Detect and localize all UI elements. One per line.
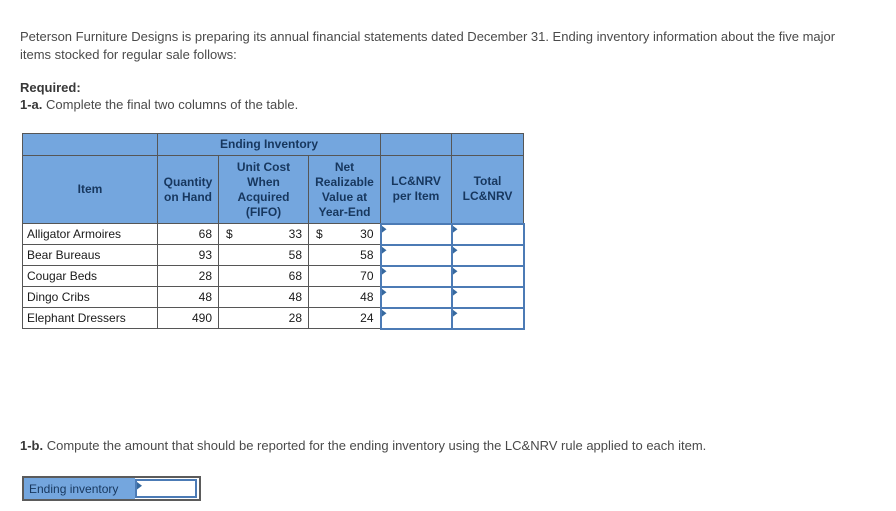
required-heading: Required:: [20, 80, 81, 95]
ending-inventory-input[interactable]: [135, 479, 197, 498]
ending-inventory-label: Ending inventory: [24, 478, 135, 499]
unit-cost-cell: 58: [218, 244, 309, 266]
dollar-sign: $: [226, 227, 233, 241]
item-name-cell: Dingo Cribs: [22, 286, 158, 308]
unit-cost-value: 28: [288, 311, 302, 325]
quantity-cell: 48: [157, 286, 219, 308]
total-lcnrv-input[interactable]: [450, 306, 525, 330]
blank-header-total: [451, 133, 524, 156]
quantity-column-header: Quantity on Hand: [157, 155, 219, 224]
lcnrv-per-item-input[interactable]: [379, 264, 453, 288]
unit-cost-cell: 28: [218, 307, 309, 329]
item-name-cell: Cougar Beds: [22, 265, 158, 287]
item-name-cell: Alligator Armoires: [22, 223, 158, 245]
blank-header-lcnrv: [380, 133, 452, 156]
lcnrv-per-item-input[interactable]: [379, 222, 453, 246]
nrv-value: 58: [360, 248, 374, 262]
table-row: Cougar Beds 28 68 70: [22, 264, 525, 288]
unit-cost-cell: $33: [218, 223, 309, 245]
intro-paragraph: Peterson Furniture Designs is preparing …: [20, 29, 836, 62]
total-lcnrv-input[interactable]: [450, 222, 525, 246]
ending-inventory-merged-header: Ending Inventory: [157, 133, 381, 156]
inventory-table: Ending Inventory Item Quantity on Hand U…: [22, 133, 525, 330]
task-1a-prefix: 1-a.: [20, 97, 43, 112]
quantity-cell: 93: [157, 244, 219, 266]
nrv-cell: 24: [308, 307, 381, 329]
dollar-sign: $: [316, 227, 323, 241]
quantity-cell: 490: [157, 307, 219, 329]
quantity-cell: 68: [157, 223, 219, 245]
nrv-cell: $30: [308, 223, 381, 245]
table-row: Bear Bureaus 93 58 58: [22, 243, 525, 267]
blank-header-item: [22, 133, 158, 156]
lcnrv-per-item-input[interactable]: [379, 243, 453, 267]
unit-cost-value: 33: [288, 227, 302, 241]
nrv-value: 70: [360, 269, 374, 283]
task-1b-text: Compute the amount that should be report…: [43, 438, 707, 453]
item-column-header: Item: [22, 155, 158, 224]
table-row: Elephant Dressers 490 28 24: [22, 306, 525, 330]
unit-cost-column-header: Unit Cost When Acquired (FIFO): [218, 155, 309, 224]
total-lcnrv-input[interactable]: [450, 264, 525, 288]
nrv-cell: 70: [308, 265, 381, 287]
total-lcnrv-column-header: Total LC&NRV: [451, 155, 524, 224]
unit-cost-value: 58: [288, 248, 302, 262]
nrv-cell: 58: [308, 244, 381, 266]
lcnrv-per-item-column-header: LC&NRV per Item: [380, 155, 452, 224]
task-1a: 1-a. Complete the final two columns of t…: [20, 97, 860, 112]
total-lcnrv-input[interactable]: [450, 243, 525, 267]
lcnrv-per-item-input[interactable]: [379, 285, 453, 309]
table-row: Dingo Cribs 48 48 48: [22, 285, 525, 309]
nrv-value: 48: [360, 290, 374, 304]
task-1a-text: Complete the final two columns of the ta…: [42, 97, 299, 112]
quantity-cell: 28: [157, 265, 219, 287]
nrv-column-header: Net Realizable Value at Year-End: [308, 155, 381, 224]
nrv-cell: 48: [308, 286, 381, 308]
task-1b: 1-b. Compute the amount that should be r…: [20, 438, 880, 453]
unit-cost-value: 48: [288, 290, 302, 304]
lcnrv-per-item-input[interactable]: [379, 306, 453, 330]
nrv-value: 30: [360, 227, 374, 241]
task-1b-prefix: 1-b.: [20, 438, 44, 453]
unit-cost-cell: 48: [218, 286, 309, 308]
unit-cost-cell: 68: [218, 265, 309, 287]
nrv-value: 24: [360, 311, 374, 325]
table-row: Alligator Armoires 68 $33 $30: [22, 222, 525, 246]
unit-cost-value: 68: [288, 269, 302, 283]
total-lcnrv-input[interactable]: [450, 285, 525, 309]
ending-inventory-widget: Ending inventory: [22, 476, 201, 501]
item-name-cell: Elephant Dressers: [22, 307, 158, 329]
item-name-cell: Bear Bureaus: [22, 244, 158, 266]
